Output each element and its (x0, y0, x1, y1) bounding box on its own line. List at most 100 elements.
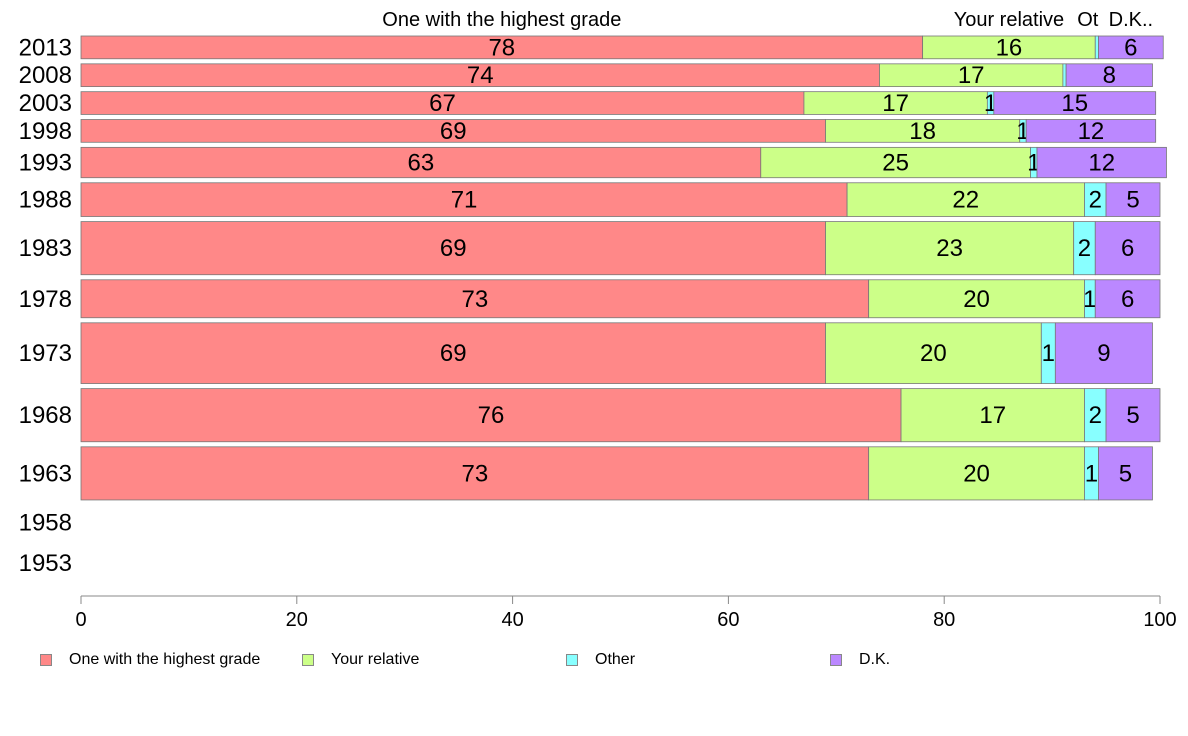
data-label-1993-series-0: 63 (408, 150, 435, 177)
data-label-1973-series-1: 20 (920, 340, 947, 367)
data-label-1988-series-2: 2 (1089, 187, 1102, 214)
bar-1988-series-0 (80, 182, 848, 217)
bar-1983-series-1 (825, 221, 1075, 276)
bar-1983-series-0 (80, 221, 826, 276)
y-tick-label-1953: 1953 (19, 550, 72, 577)
data-label-1963-series-3: 5 (1119, 460, 1132, 487)
bar-2013-series-3 (1098, 35, 1164, 60)
bar-1993-series-3 (1036, 146, 1167, 179)
y-tick-label-1993: 1993 (19, 150, 72, 177)
legend-label-dk: D.K. (859, 651, 891, 668)
data-label-1978-series-2: 1 (1083, 286, 1096, 313)
data-label-1988-series-1: 22 (952, 187, 979, 214)
legend: One with the highest grade Your relative… (40, 648, 1140, 672)
legend-swatch-your-relative (302, 654, 314, 666)
x-tick-label-100: 100 (1143, 609, 1176, 631)
y-tick-label-1958: 1958 (19, 510, 72, 537)
legend-label-other: Other (595, 651, 636, 668)
data-label-1998-series-0: 69 (440, 118, 467, 145)
x-tick-label-40: 40 (501, 609, 523, 631)
bar-1973-series-3 (1054, 322, 1153, 384)
data-label-1993-series-1: 25 (882, 150, 909, 177)
bar-1963-series-0 (80, 446, 870, 501)
bar-1973-series-0 (80, 322, 826, 384)
data-label-1973-series-3: 9 (1097, 340, 1110, 367)
header-label-0: One with the highest grade (382, 9, 621, 31)
data-label-2013-series-0: 78 (488, 34, 515, 61)
legend-label-your-relative: Your relative (331, 651, 420, 668)
bar-1968-series-0 (80, 388, 902, 443)
data-label-2013-series-1: 16 (996, 34, 1023, 61)
y-tick-label-2013: 2013 (19, 34, 72, 61)
bar-1988-series-1 (846, 182, 1085, 217)
data-label-1973-series-2: 1 (1042, 340, 1055, 367)
data-label-2003-series-1: 17 (882, 90, 909, 117)
x-tick-label-0: 0 (75, 609, 86, 631)
data-label-1978-series-1: 20 (963, 286, 990, 313)
y-tick-label-1983: 1983 (19, 235, 72, 262)
x-tick-label-80: 80 (933, 609, 955, 631)
bar-1963-series-3 (1098, 446, 1153, 501)
legend-item-your-relative: Your relative (302, 648, 419, 672)
header-label-3: D.K.. (1109, 9, 1153, 31)
data-label-2013-series-3: 6 (1124, 34, 1137, 61)
data-label-1978-series-3: 6 (1121, 286, 1134, 313)
data-label-2008-series-3: 8 (1103, 62, 1116, 89)
data-label-1998-series-1: 18 (909, 118, 936, 145)
bar-1968-series-1 (900, 388, 1085, 443)
y-tick-label-1973: 1973 (19, 340, 72, 367)
bar-1978-series-3 (1094, 279, 1161, 319)
legend-swatch-other (566, 654, 578, 666)
data-label-1963-series-0: 73 (461, 460, 488, 487)
bar-2008-series-3 (1065, 63, 1153, 88)
bar-2013-series-2 (1094, 35, 1099, 60)
data-label-2008-series-0: 74 (467, 62, 494, 89)
data-label-1983-series-1: 23 (936, 235, 963, 262)
data-label-1968-series-3: 5 (1126, 402, 1139, 429)
bar-1973-series-1 (825, 322, 1042, 384)
bar-1963-series-1 (868, 446, 1085, 501)
y-tick-label-2008: 2008 (19, 62, 72, 89)
x-tick-label-60: 60 (717, 609, 739, 631)
legend-swatch-dk (830, 654, 842, 666)
bar-1978-series-1 (868, 279, 1085, 319)
y-tick-label-1998: 1998 (19, 118, 72, 145)
header-label-1: Your relative (954, 9, 1064, 31)
header-label-2: Ot (1077, 9, 1099, 31)
data-label-1993-series-3: 12 (1088, 150, 1115, 177)
bar-1998-series-3 (1025, 119, 1157, 143)
data-label-1983-series-3: 6 (1121, 235, 1134, 262)
data-label-1983-series-2: 2 (1078, 235, 1091, 262)
legend-label-highest-grade: One with the highest grade (69, 651, 261, 668)
data-label-1968-series-2: 2 (1089, 402, 1102, 429)
y-tick-label-1988: 1988 (19, 187, 72, 214)
legend-swatch-highest-grade (40, 654, 52, 666)
bar-1993-series-0 (80, 146, 762, 179)
data-label-2008-series-1: 17 (958, 62, 985, 89)
y-tick-label-1968: 1968 (19, 402, 72, 429)
bar-2008-series-2 (1062, 63, 1067, 88)
data-label-1978-series-0: 73 (461, 286, 488, 313)
x-tick-label-20: 20 (286, 609, 308, 631)
data-label-1988-series-0: 71 (451, 187, 478, 214)
data-label-1998-series-3: 12 (1078, 118, 1105, 145)
data-label-1963-series-2: 1 (1085, 460, 1098, 487)
data-label-1973-series-0: 69 (440, 340, 467, 367)
data-label-1988-series-3: 5 (1126, 187, 1139, 214)
bar-1983-series-3 (1094, 221, 1161, 276)
y-tick-label-1963: 1963 (19, 460, 72, 487)
data-label-2003-series-3: 15 (1061, 90, 1088, 117)
bar-1978-series-0 (80, 279, 870, 319)
legend-item-highest-grade: One with the highest grade (40, 648, 260, 672)
bar-2003-series-3 (993, 91, 1157, 115)
bar-1988-series-3 (1105, 182, 1161, 217)
legend-item-dk: D.K. (830, 648, 890, 672)
data-label-1983-series-0: 69 (440, 235, 467, 262)
data-label-2003-series-0: 67 (429, 90, 456, 117)
bar-1968-series-3 (1105, 388, 1161, 443)
legend-item-other: Other (566, 648, 635, 672)
y-tick-label-1978: 1978 (19, 286, 72, 313)
data-label-1968-series-0: 76 (478, 402, 505, 429)
data-label-1963-series-1: 20 (963, 460, 990, 487)
